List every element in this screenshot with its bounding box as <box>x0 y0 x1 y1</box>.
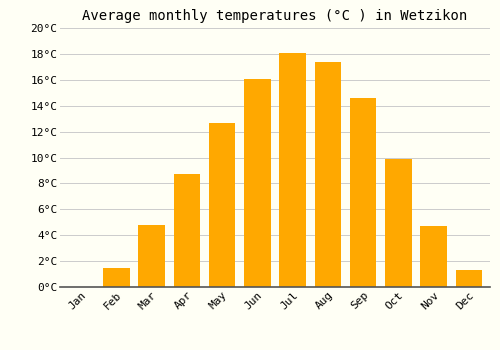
Bar <box>385 159 411 287</box>
Bar <box>174 174 200 287</box>
Bar <box>280 52 306 287</box>
Bar <box>103 267 130 287</box>
Bar <box>350 98 376 287</box>
Bar <box>209 122 236 287</box>
Bar <box>456 270 482 287</box>
Title: Average monthly temperatures (°C ) in Wetzikon: Average monthly temperatures (°C ) in We… <box>82 9 468 23</box>
Bar <box>420 226 447 287</box>
Bar <box>244 78 270 287</box>
Bar <box>314 62 341 287</box>
Bar <box>138 225 165 287</box>
